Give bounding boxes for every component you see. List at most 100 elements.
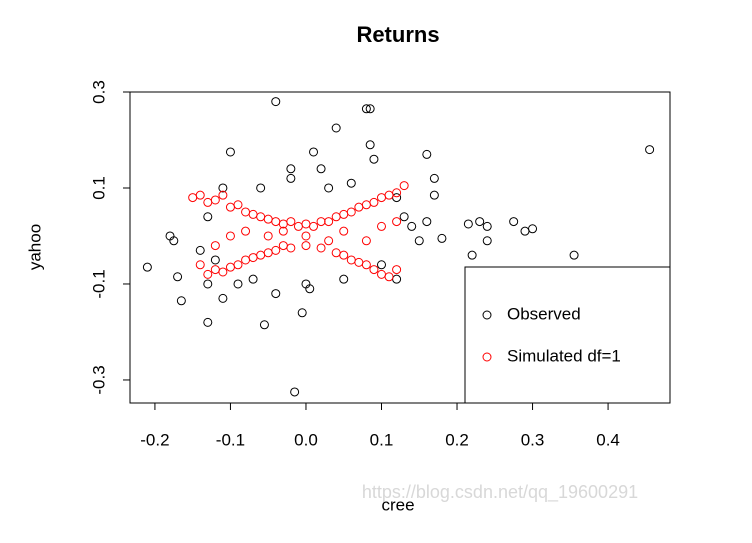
legend-box <box>464 266 671 404</box>
point <box>225 262 235 272</box>
point <box>324 183 334 193</box>
point <box>293 221 303 231</box>
point <box>407 221 417 231</box>
point <box>316 243 326 253</box>
point <box>248 253 258 263</box>
point <box>422 217 432 227</box>
point <box>301 231 311 241</box>
point <box>463 219 473 229</box>
point <box>218 183 228 193</box>
point <box>169 236 179 246</box>
point <box>331 123 341 133</box>
point <box>324 236 334 246</box>
point <box>414 236 424 246</box>
point <box>528 224 538 234</box>
point <box>361 236 371 246</box>
point <box>233 260 243 270</box>
point <box>346 178 356 188</box>
point <box>210 255 220 265</box>
point <box>376 260 386 270</box>
point <box>392 188 402 198</box>
point <box>384 190 394 200</box>
point <box>263 248 273 258</box>
point <box>210 265 220 275</box>
point <box>195 245 205 255</box>
point <box>365 140 375 150</box>
point <box>271 245 281 255</box>
point <box>263 214 273 224</box>
point <box>316 217 326 227</box>
x-tick-label: 0.0 <box>294 430 318 449</box>
point <box>309 147 319 157</box>
point <box>316 164 326 174</box>
chart-title: Returns <box>356 22 439 47</box>
point <box>218 267 228 277</box>
point <box>369 265 379 275</box>
x-tick-label: 0.1 <box>370 430 394 449</box>
point <box>339 250 349 260</box>
x-axis-label: cree <box>381 495 414 514</box>
y-tick-label: -0.1 <box>89 269 108 298</box>
x-tick-label: 0.4 <box>596 430 620 449</box>
point <box>203 212 213 222</box>
point <box>346 255 356 265</box>
x-tick-label: -0.2 <box>140 430 169 449</box>
legend-label: Observed <box>507 304 581 323</box>
point <box>361 200 371 210</box>
point <box>437 233 447 243</box>
point <box>195 260 205 270</box>
point <box>422 149 432 159</box>
point <box>482 236 492 246</box>
point <box>301 219 311 229</box>
point <box>173 272 183 282</box>
point <box>399 212 409 222</box>
point <box>218 190 228 200</box>
point <box>482 221 492 231</box>
point <box>256 212 266 222</box>
point <box>369 154 379 164</box>
x-tick-label: 0.2 <box>445 430 469 449</box>
point <box>263 231 273 241</box>
point <box>399 181 409 191</box>
point <box>354 202 364 212</box>
point <box>286 173 296 183</box>
point <box>203 279 213 289</box>
y-tick-label: 0.3 <box>89 80 108 104</box>
point <box>509 217 519 227</box>
point <box>210 241 220 251</box>
point <box>225 231 235 241</box>
point <box>286 217 296 227</box>
point <box>286 243 296 253</box>
point <box>203 269 213 279</box>
legend-label: Simulated df=1 <box>507 346 621 365</box>
x-tick-label: 0.3 <box>521 430 545 449</box>
point <box>195 190 205 200</box>
point <box>392 217 402 227</box>
point <box>475 217 485 227</box>
point <box>365 104 375 114</box>
y-tick-label: 0.1 <box>89 176 108 200</box>
point <box>384 272 394 282</box>
point <box>142 262 152 272</box>
point <box>645 145 655 155</box>
point <box>176 296 186 306</box>
point <box>218 293 228 303</box>
point <box>346 207 356 217</box>
point <box>376 193 386 203</box>
point <box>297 308 307 318</box>
point <box>331 212 341 222</box>
point <box>331 248 341 258</box>
point <box>361 260 371 270</box>
point <box>248 274 258 284</box>
point <box>339 209 349 219</box>
x-tick-label: -0.1 <box>216 430 245 449</box>
point <box>248 209 258 219</box>
y-axis-label: yahoo <box>25 224 44 270</box>
point <box>241 207 251 217</box>
point <box>256 250 266 260</box>
point <box>339 274 349 284</box>
point <box>429 190 439 200</box>
watermark: https://blog.csdn.net/qq_19600291 <box>362 482 638 503</box>
point <box>354 257 364 267</box>
